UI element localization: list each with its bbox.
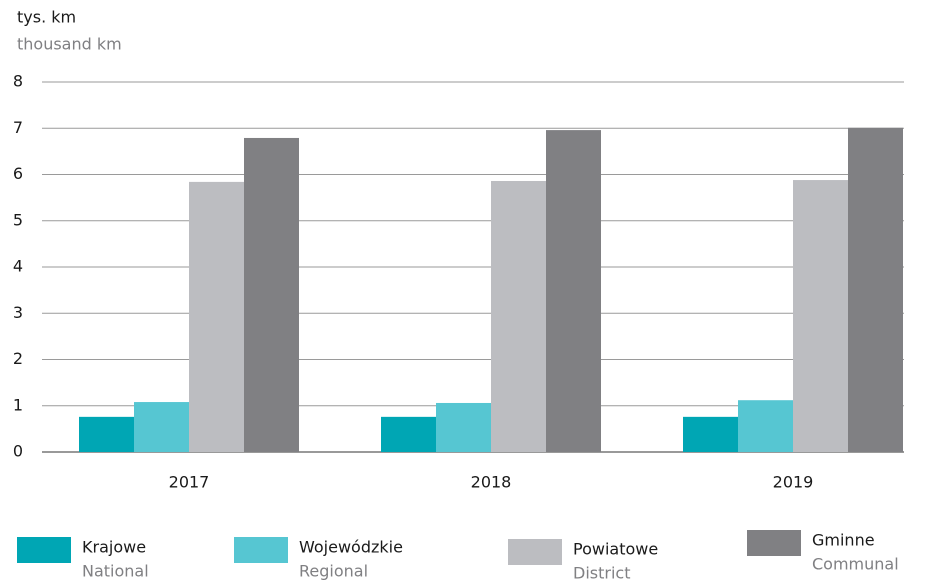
legend-label-en: District [573, 564, 630, 581]
y-axis-label: tys. km [17, 8, 76, 27]
bar [244, 137, 299, 452]
x-tick-label: 2018 [471, 473, 512, 492]
legend-swatch [17, 537, 71, 563]
y-tick-label: 4 [13, 257, 23, 276]
bar [546, 130, 601, 452]
legend-label-en: National [82, 562, 149, 581]
bar [738, 400, 793, 452]
bar [491, 180, 546, 452]
legend-swatch [508, 539, 562, 565]
legend-label-en: Communal [812, 555, 899, 574]
bar [134, 402, 189, 452]
legend-swatch [234, 537, 288, 563]
y-tick-label: 7 [13, 118, 23, 137]
bar [189, 181, 244, 452]
legend-label: Gminne [812, 531, 875, 550]
y-tick-label: 6 [13, 164, 23, 183]
legend-swatch [747, 530, 801, 556]
y-tick-label: 3 [13, 303, 23, 322]
legend-label-en: Regional [299, 562, 368, 581]
bar [436, 402, 491, 452]
bar [79, 416, 134, 452]
y-tick-label: 1 [13, 395, 23, 414]
x-tick-label: 2019 [773, 473, 814, 492]
y-tick-label: 8 [13, 72, 23, 91]
bar [683, 416, 738, 452]
bar [381, 416, 436, 452]
y-tick-label: 0 [13, 442, 23, 461]
y-axis-label-en: thousand km [17, 35, 122, 54]
x-tick-label: 2017 [169, 473, 210, 492]
y-tick-label: 2 [13, 349, 23, 368]
y-tick-label: 5 [13, 210, 23, 229]
bar [848, 127, 903, 452]
bar [793, 180, 848, 453]
legend-label: Wojewódzkie [299, 538, 403, 557]
legend-label: Powiatowe [573, 540, 658, 559]
legend-label: Krajowe [82, 538, 146, 557]
